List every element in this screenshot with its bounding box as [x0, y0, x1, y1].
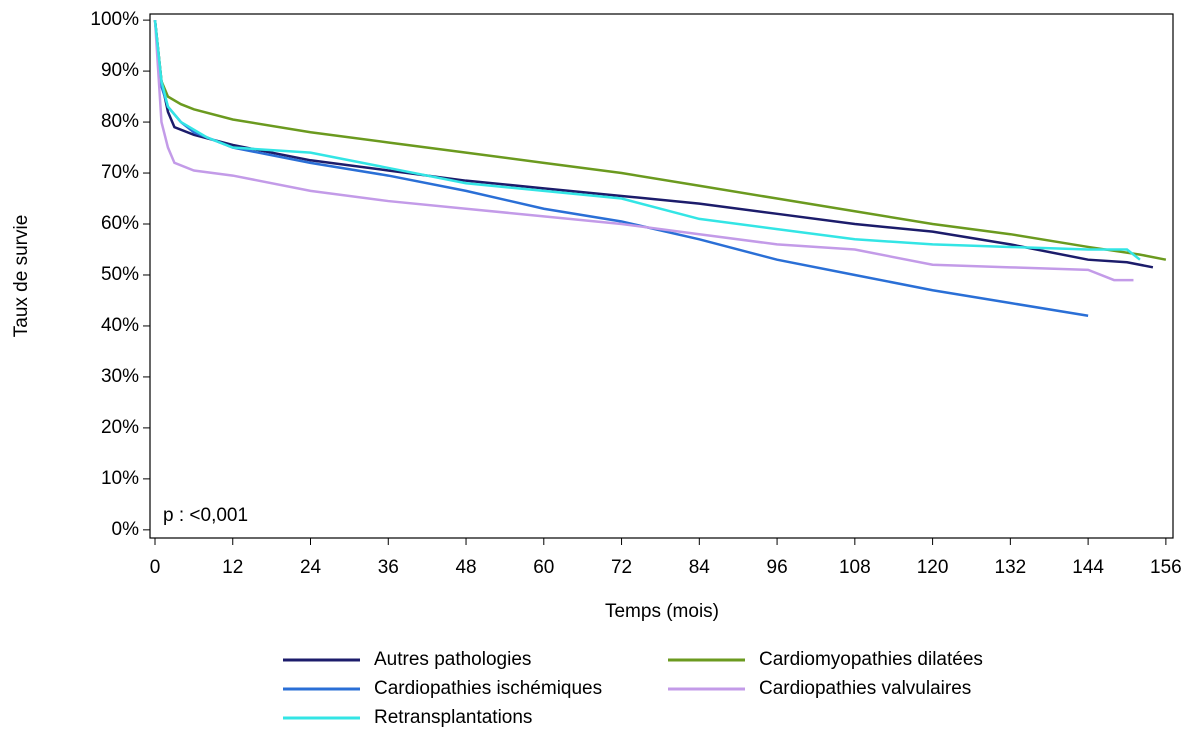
survival-line	[153, 19, 1167, 261]
y-tick-label: 90%	[101, 60, 139, 81]
y-axis-label: Taux de survie	[11, 215, 32, 338]
x-tick-label: 60	[533, 557, 554, 578]
x-tick-label: 144	[1072, 557, 1104, 578]
y-tick-label: 10%	[101, 468, 139, 489]
x-tick-label: 156	[1150, 557, 1182, 578]
y-tick-label: 20%	[101, 417, 139, 438]
survival-line	[153, 19, 1141, 261]
x-tick-label: 132	[995, 557, 1027, 578]
y-tick-label: 80%	[101, 111, 139, 132]
x-tick-label: 48	[455, 557, 476, 578]
legend-label: Autres pathologies	[374, 649, 531, 670]
annotation: p : <0,001	[163, 505, 248, 526]
x-tick-label: 36	[378, 557, 399, 578]
x-tick-label: 72	[611, 557, 632, 578]
x-tick-label: 84	[689, 557, 711, 578]
legend-label: Cardiopathies valvulaires	[759, 678, 971, 699]
y-tick-label: 50%	[101, 264, 139, 285]
x-tick-label: 96	[767, 557, 788, 578]
y-tick-label: 40%	[101, 315, 139, 336]
plot-frame	[149, 13, 1174, 539]
x-tick-label: 12	[222, 557, 243, 578]
x-tick-label: 24	[300, 557, 322, 578]
legend-label: Cardiopathies ischémiques	[374, 678, 602, 699]
y-tick-label: 70%	[101, 162, 139, 183]
x-tick-label: 108	[839, 557, 871, 578]
legend-label: Cardiomyopathies dilatées	[759, 649, 983, 670]
legend-label: Retransplantations	[374, 707, 532, 728]
x-tick-label: 0	[150, 557, 161, 578]
x-axis-label: Temps (mois)	[605, 601, 719, 622]
survival-line	[153, 20, 1134, 282]
y-tick-label: 60%	[101, 213, 139, 234]
y-tick-label: 100%	[90, 9, 139, 30]
y-tick-label: 0%	[112, 519, 140, 540]
survival-line	[153, 19, 1154, 269]
y-tick-label: 30%	[101, 366, 139, 387]
survival-line	[153, 19, 1089, 317]
x-tick-label: 120	[917, 557, 949, 578]
